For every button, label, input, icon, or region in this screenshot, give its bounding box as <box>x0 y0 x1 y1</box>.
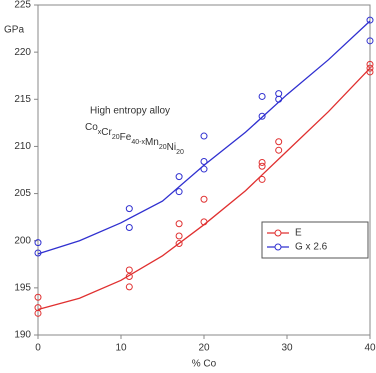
legend-label: E <box>295 228 302 239</box>
data-point <box>366 68 374 76</box>
data-point <box>200 132 208 140</box>
legend-label: G x 2.6 <box>295 242 328 253</box>
data-point <box>275 90 283 98</box>
data-point <box>125 273 133 281</box>
data-point <box>34 293 42 301</box>
data-point <box>200 218 208 226</box>
formula-element: Co <box>85 122 98 133</box>
data-point <box>175 232 183 240</box>
data-point <box>258 162 266 170</box>
x-tick-label: 30 <box>281 343 293 354</box>
data-point <box>258 112 266 120</box>
data-point <box>125 224 133 232</box>
plot-frame <box>37 4 371 336</box>
x-tick-label: 20 <box>198 343 210 354</box>
formula-subscript: x <box>98 129 102 136</box>
x-axis-label: % Co <box>192 359 217 370</box>
data-point <box>175 188 183 196</box>
formula-subscript: 20 <box>112 134 120 141</box>
data-point <box>175 240 183 248</box>
data-point <box>200 165 208 173</box>
data-point <box>275 138 283 146</box>
data-point <box>125 283 133 291</box>
data-point <box>34 239 42 247</box>
y-tick-label: 205 <box>14 188 31 199</box>
y-tick-label: 225 <box>14 0 31 11</box>
data-point <box>275 95 283 103</box>
data-point <box>366 37 374 45</box>
formula-subscript: 40-x <box>131 139 145 146</box>
formula-subscript: 20 <box>176 149 184 156</box>
formula-element: Cr <box>101 127 112 138</box>
data-point <box>258 92 266 100</box>
data-point <box>366 60 374 68</box>
data-point <box>258 158 266 166</box>
formula-element: Mn <box>145 137 159 148</box>
y-tick-label: 195 <box>14 282 31 293</box>
data-point <box>125 205 133 213</box>
data-point <box>175 220 183 228</box>
y-tick-label: 190 <box>14 330 31 341</box>
formula-subscript: 20 <box>159 144 167 151</box>
x-tick-label: 0 <box>35 343 41 354</box>
formula-element: Ni <box>167 142 176 153</box>
fit-curve <box>37 67 371 311</box>
data-point <box>34 309 42 317</box>
data-point <box>258 175 266 183</box>
y-tick-label: 200 <box>14 235 31 246</box>
formula-element: Fe <box>120 132 132 143</box>
data-point <box>175 173 183 181</box>
fit-curve <box>37 20 371 255</box>
data-point <box>200 195 208 203</box>
y-unit-label: GPa <box>4 25 24 36</box>
data-point <box>125 266 133 274</box>
data-point <box>275 146 283 154</box>
data-point <box>34 249 42 257</box>
data-point <box>366 64 374 72</box>
y-tick-label: 215 <box>14 94 31 105</box>
legend-box <box>261 221 369 259</box>
data-point <box>200 158 208 166</box>
x-tick-label: 40 <box>364 343 376 354</box>
y-tick-label: 220 <box>14 47 31 58</box>
annotation-formula: CoxCr20Fe40-xMn20Ni20 <box>85 122 184 156</box>
annotation: High entropy alloy <box>90 106 170 117</box>
data-point <box>366 16 374 24</box>
y-tick-label: 210 <box>14 141 31 152</box>
legend-marker <box>274 243 282 251</box>
legend-marker <box>274 229 282 237</box>
x-tick-label: 10 <box>115 343 127 354</box>
